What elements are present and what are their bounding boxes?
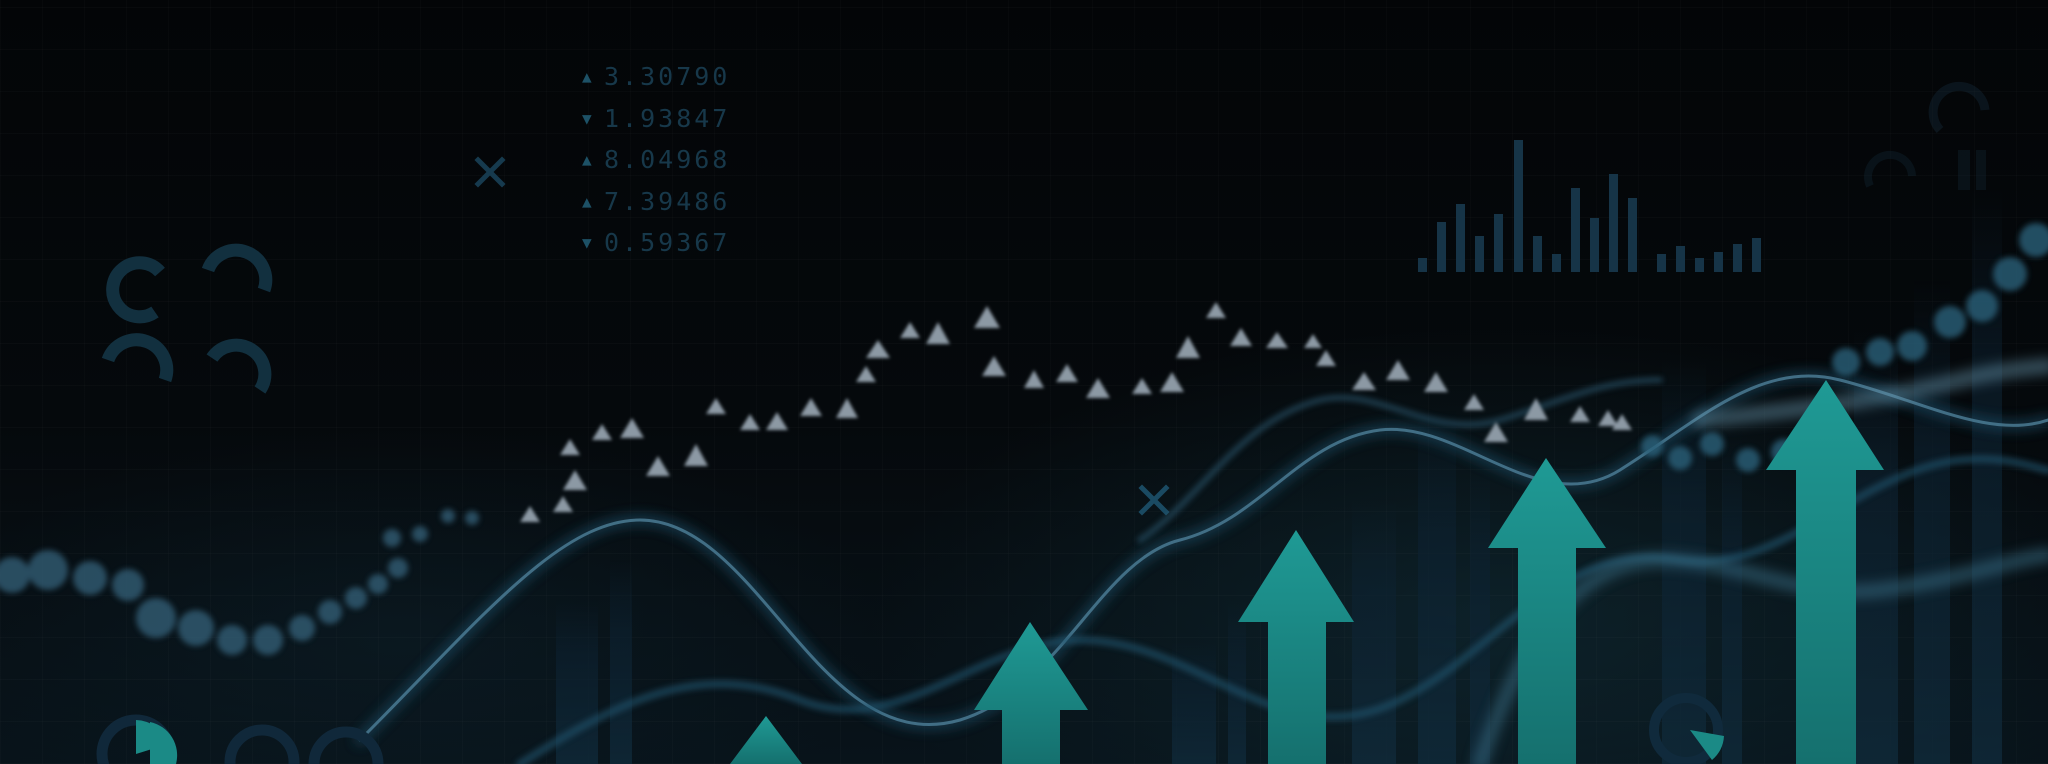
triangle-markers	[520, 302, 1632, 522]
ticker-arrow-icon: ▲	[582, 150, 595, 170]
ticker-row: ▼ 0.59367	[582, 222, 762, 264]
up-arrow-icon	[730, 716, 802, 764]
up-arrow-icon	[974, 622, 1088, 764]
ring-gauge-icon	[1864, 81, 1990, 190]
ticker-arrow-icon: ▼	[582, 233, 595, 253]
mini-bar-chart	[1418, 140, 1761, 272]
ticker-list: ▲ 3.30790 ▼ 1.93847 ▲ 8.04968 ▲ 7.39486 …	[582, 56, 762, 264]
pie-gauge-icon	[1649, 693, 1724, 764]
ticker-arrow-icon: ▼	[582, 108, 595, 128]
ticker-value: 8.04968	[604, 145, 731, 175]
bokeh-dots	[0, 509, 479, 655]
close-x-icon	[474, 156, 506, 188]
ticker-row: ▲ 8.04968	[582, 139, 762, 181]
pie-gauge-icon	[96, 714, 178, 764]
ticker-row: ▼ 1.93847	[582, 98, 762, 140]
ring-gauge-icon	[224, 724, 384, 764]
close-x-icon	[1138, 484, 1170, 516]
ticker-arrow-icon: ▲	[582, 67, 595, 87]
ticker-arrow-icon: ▲	[582, 191, 595, 211]
up-arrow-icon	[1766, 380, 1884, 764]
ticker-row: ▲ 7.39486	[582, 181, 762, 223]
ticker-value: 0.59367	[604, 228, 731, 258]
ticker-value: 1.93847	[604, 103, 731, 133]
ticker-value: 7.39486	[604, 186, 731, 216]
ticker-row: ▲ 3.30790	[582, 56, 762, 98]
ticker-value: 3.30790	[604, 62, 731, 92]
up-arrow-icon	[1488, 458, 1606, 764]
up-arrow-icon	[1238, 530, 1354, 764]
ring-gauge-icon	[101, 243, 273, 394]
